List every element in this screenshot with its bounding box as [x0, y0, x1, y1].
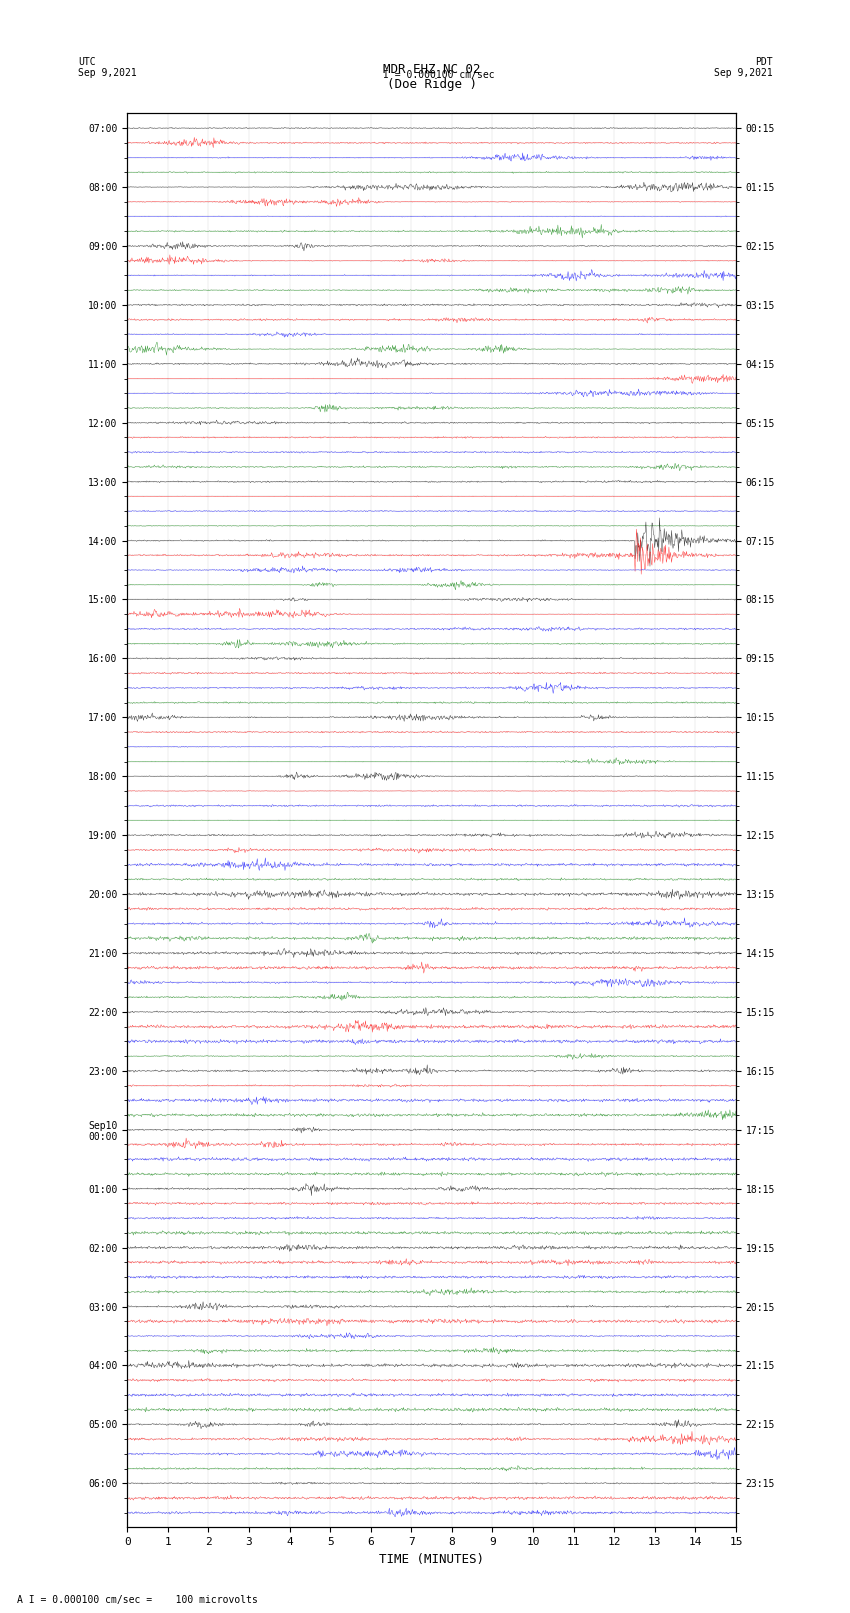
Text: UTC
Sep 9,2021: UTC Sep 9,2021 — [78, 56, 137, 79]
Title: MDR EHZ NC 02
(Doe Ridge ): MDR EHZ NC 02 (Doe Ridge ) — [382, 63, 480, 92]
Text: PDT
Sep 9,2021: PDT Sep 9,2021 — [714, 56, 773, 79]
X-axis label: TIME (MINUTES): TIME (MINUTES) — [379, 1553, 484, 1566]
Text: A I = 0.000100 cm/sec =    100 microvolts: A I = 0.000100 cm/sec = 100 microvolts — [17, 1595, 258, 1605]
Text: I = 0.000100 cm/sec: I = 0.000100 cm/sec — [382, 69, 495, 81]
